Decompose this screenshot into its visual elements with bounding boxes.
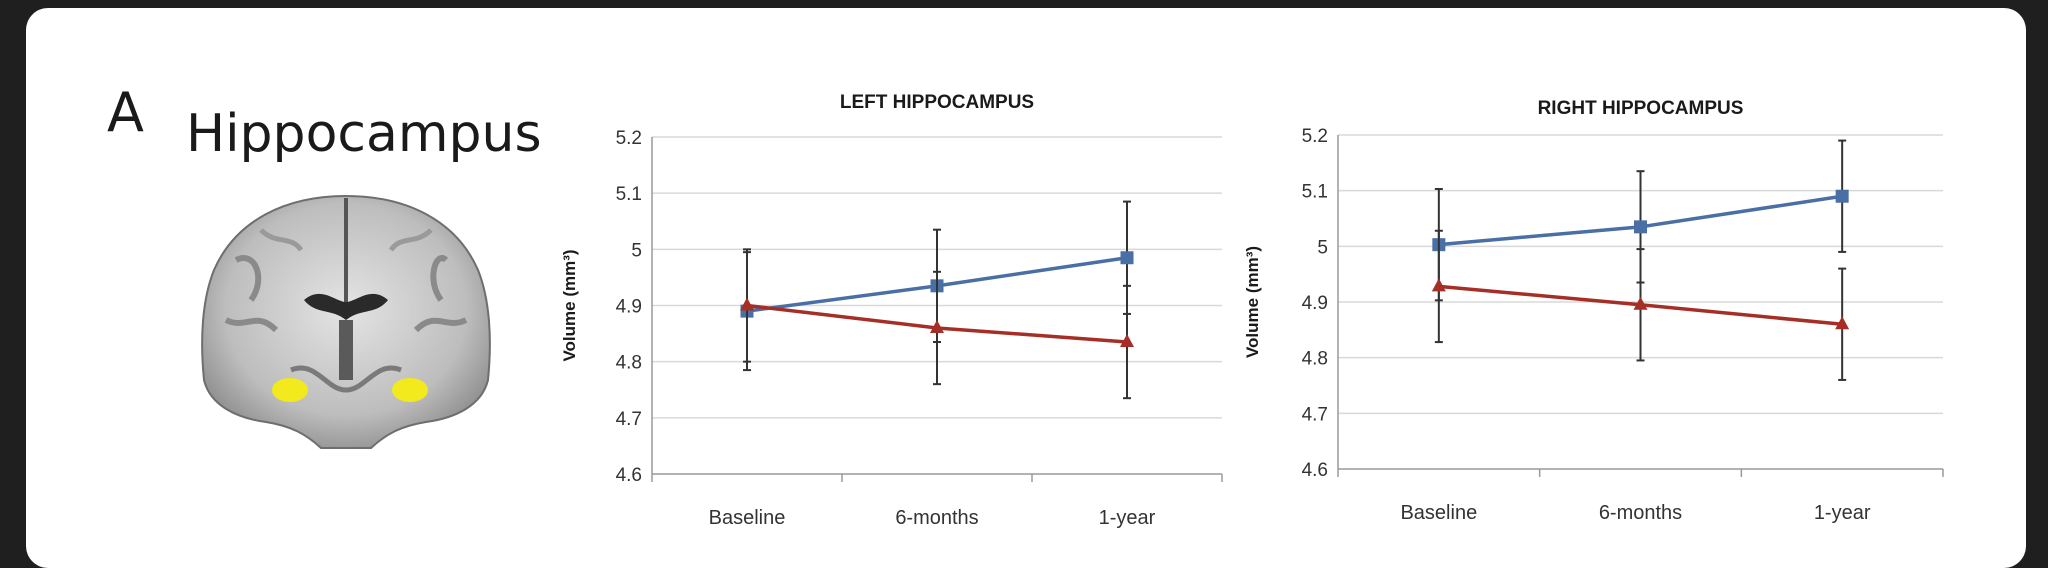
chart-title: RIGHT HIPPOCAMPUS (1538, 98, 1744, 119)
brain-coronal-slice-icon (196, 190, 496, 457)
y-tick-label: 4.6 (616, 465, 642, 486)
y-tick-label: 5.1 (1302, 182, 1328, 203)
x-tick-label: Baseline (1400, 502, 1477, 524)
y-tick-label: 5.1 (616, 184, 642, 205)
y-tick-label: 4.9 (616, 297, 642, 318)
data-point-square (1634, 220, 1647, 234)
x-tick-label: Baseline (709, 507, 786, 529)
data-point-triangle (930, 319, 944, 333)
left-hippocampus-chart: LEFT HIPPOCAMPUS 4.6 4.7 4.8 4.9 5 5.1 5.2 Basel… (560, 92, 1223, 529)
data-point-triangle (1835, 316, 1850, 330)
right-hippocampus-highlight (392, 378, 428, 402)
y-tick-label: 4.9 (1302, 293, 1328, 314)
left-hippocampus-highlight (272, 378, 308, 402)
panel-letter: A (107, 81, 144, 144)
data-point-triangle (740, 297, 754, 311)
y-tick-label: 5 (631, 240, 642, 261)
x-tick-label: 6-months (1599, 502, 1682, 524)
y-tick-label: 5.2 (616, 128, 642, 149)
y-tick-label: 5 (1317, 237, 1328, 258)
chart-title: LEFT HIPPOCAMPUS (840, 92, 1034, 113)
y-tick-label: 4.7 (616, 409, 642, 430)
data-point-square (1120, 251, 1134, 265)
data-point-triangle (1633, 296, 1648, 310)
data-point-triangle (1120, 334, 1134, 348)
y-tick-label: 4.7 (1302, 404, 1328, 425)
panel-title: Hippocampus (186, 104, 542, 164)
x-tick-label: 1-year (1099, 507, 1156, 529)
y-tick-label: 4.8 (1302, 349, 1328, 370)
data-point-square (1835, 189, 1849, 203)
y-tick-label: 5.2 (1302, 126, 1328, 147)
x-tick-label: 1-year (1814, 502, 1871, 524)
y-axis-label: Volume (mm³) (1243, 246, 1262, 358)
y-axis-label: Volume (mm³) (560, 249, 579, 361)
y-tick-label: 4.6 (1302, 460, 1328, 481)
data-point-triangle (1431, 278, 1446, 292)
x-tick-label: 6-months (895, 507, 978, 529)
right-hippocampus-chart: RIGHT HIPPOCAMPUS 4.6 4.7 4.8 4.9 5 5.1 5.2 Base… (1243, 98, 1944, 524)
y-tick-label: 4.8 (616, 353, 642, 374)
